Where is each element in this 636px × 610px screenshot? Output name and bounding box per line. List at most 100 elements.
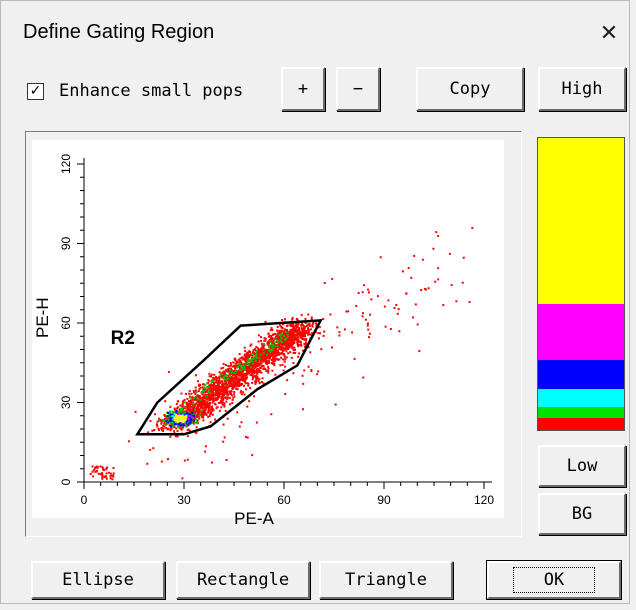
enhance-small-pops-checkbox[interactable]: ✓ [27,83,44,100]
data-point [216,387,219,390]
scatter-plot[interactable]: 0 30 60 90 120 0 30 60 90 120 PE-A PE-H R2 [26,132,521,536]
outlier-point [355,305,358,308]
data-point [230,363,233,366]
data-point [292,348,295,351]
outlier-point [361,312,364,315]
data-point [266,355,269,358]
data-point [257,334,260,337]
data-point [250,369,253,372]
outlier-point [225,458,228,461]
data-point [239,366,242,369]
data-point [267,354,270,357]
data-point [212,376,215,379]
enhance-small-pops-label[interactable]: Enhance small pops [59,81,244,101]
debris-point [105,477,108,480]
data-point [249,368,252,371]
bg-button[interactable]: BG [538,493,626,535]
data-point [217,382,220,385]
data-point [283,354,286,357]
ellipse-button[interactable]: Ellipse [31,561,165,599]
outlier-point [303,345,306,348]
x-tick-label: 120 [474,493,494,507]
outlier-point [147,431,150,434]
ellipse-label: Ellipse [62,570,134,590]
outlier-point [424,288,427,291]
data-point [209,396,212,399]
color-band-1 [538,304,624,360]
outlier-point [246,436,249,439]
zoom-in-button[interactable]: + [281,67,325,111]
data-point [243,353,246,356]
ok-button[interactable]: OK [486,560,622,600]
outlier-point [267,371,270,374]
data-point [162,430,165,433]
data-point [310,333,313,336]
triangle-button[interactable]: Triangle [319,561,453,599]
copy-button[interactable]: Copy [416,67,524,111]
data-point [250,370,253,373]
density-point [284,330,287,333]
data-point [302,329,305,332]
density-point [254,359,257,362]
data-point [263,357,266,360]
rectangle-button[interactable]: Rectangle [176,561,310,599]
data-point [308,325,311,328]
outlier-point [414,303,417,306]
plot-area[interactable]: 0 30 60 90 120 0 30 60 90 120 PE-A PE-H R2 [25,131,522,537]
data-point [179,404,182,407]
data-point [276,329,279,332]
data-point [233,384,236,387]
data-point [283,318,286,321]
data-point [175,403,178,406]
data-point [301,338,304,341]
data-point [203,395,206,398]
data-point [193,391,196,394]
data-point [199,406,202,409]
density-color-bar [537,137,625,431]
data-point [226,383,229,386]
data-point [259,360,262,363]
data-point [264,357,267,360]
outlier-point [260,359,263,362]
data-point [213,377,216,380]
close-icon[interactable]: ✕ [599,20,619,45]
data-point [200,415,203,418]
copy-label: Copy [449,79,491,99]
data-point [205,403,208,406]
core-point [178,414,181,417]
debris-point [97,472,100,475]
y-tick-label: 120 [59,154,73,174]
data-point [228,384,231,387]
data-point [278,345,281,348]
data-point [185,425,188,428]
density-point [195,396,198,399]
data-point [197,415,200,418]
core-point [171,412,174,415]
data-point [291,330,294,333]
data-point [224,369,227,372]
data-point [299,324,302,327]
data-point [266,360,269,363]
high-button[interactable]: High [538,67,626,111]
data-point [225,388,228,391]
data-point [249,374,252,377]
data-point [276,353,279,356]
low-button[interactable]: Low [538,445,626,487]
zoom-out-button[interactable]: − [336,67,380,111]
y-tick-label: 60 [59,316,73,330]
data-point [306,324,309,327]
density-point [189,396,192,399]
data-point [256,360,259,363]
gate-r2-label: R2 [111,328,135,349]
data-point [303,327,306,330]
data-point [274,359,277,362]
outlier-point [437,235,440,238]
outlier-point [231,401,234,404]
data-point [211,391,214,394]
outlier-point [432,247,435,250]
data-point [230,379,233,382]
data-point [256,353,259,356]
outlier-point [197,390,200,393]
outlier-point [362,376,365,379]
outlier-point [389,327,392,330]
